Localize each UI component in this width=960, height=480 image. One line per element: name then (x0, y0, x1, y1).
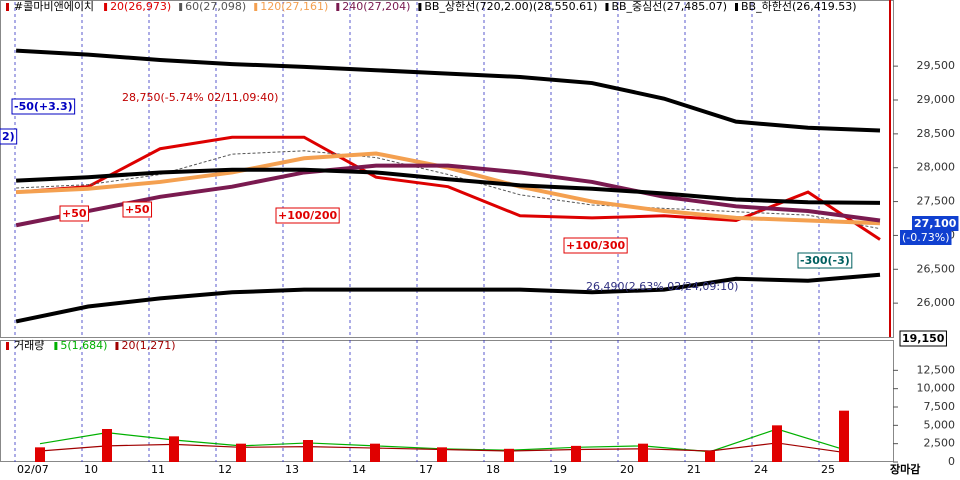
volume-bar (571, 445, 581, 462)
volume-bar (437, 447, 447, 462)
annotation: 26,490(2.63% 02/24,09:10) (586, 280, 738, 293)
legend-entry: 5(1,684) (60, 339, 107, 352)
annotation: +100/300 (566, 239, 626, 252)
legend-swatch (336, 3, 340, 11)
legend-entry: BB_하한선(26,419.53) (741, 0, 857, 13)
annotation-box (563, 237, 628, 254)
x-tick-label: 12 (218, 463, 232, 476)
annotation: +50 (125, 203, 150, 216)
legend-entry: BB_중심선(27,485.07) (611, 0, 727, 13)
series-line (16, 48, 881, 133)
annotation: (-0.73%) (902, 231, 950, 244)
volume-bar (102, 429, 112, 462)
legend-entry: 240(27,204) (342, 0, 410, 13)
volume-bar (370, 443, 380, 462)
y-tick-label: 2,500 (924, 437, 956, 450)
legend-swatch (6, 342, 9, 350)
legend-swatch (735, 3, 738, 11)
legend-swatch (6, 3, 9, 11)
volume-bar (169, 436, 179, 462)
legend-swatch (418, 3, 422, 11)
series-line (16, 151, 881, 226)
annotation: 27,100 (914, 217, 957, 230)
annotation-box (912, 216, 959, 231)
annotation: -50(+3.3) (14, 100, 73, 113)
annotation-box (0, 128, 18, 145)
legend-swatch (54, 342, 58, 350)
annotation: +50 (62, 207, 87, 220)
y-tick-label: 10,000 (917, 382, 956, 395)
annotation: +100/200 (278, 209, 338, 222)
legend-entry: 60(27,098) (185, 0, 246, 13)
series-line (16, 150, 881, 230)
x-tick-label: 18 (486, 463, 500, 476)
annotation-box (900, 230, 952, 245)
legend-title: 거래량 (14, 339, 44, 352)
legend-title: #콜마비앤에이치 (14, 0, 94, 13)
x-tick-label: 02/07 (17, 463, 49, 476)
series-line (16, 135, 881, 241)
annotation-box (275, 207, 340, 224)
y-tick-label: 7,500 (924, 400, 956, 413)
annotation: -300(-3) (800, 254, 850, 267)
annotation-box (797, 252, 853, 269)
legend-entry: 120(27,161) (260, 0, 328, 13)
x-tick-label: 14 (352, 463, 366, 476)
x-tick-label: 10 (84, 463, 98, 476)
legend-entry: 20(1,271) (121, 339, 175, 352)
y-tick-label: 27,500 (917, 195, 956, 208)
annotation: 28,750(-5.74% 02/11,09:40) (122, 91, 278, 104)
annotation-box (899, 330, 947, 347)
series-line (15, 272, 881, 324)
y-tick-label: 5,000 (924, 418, 956, 431)
x-tick-label: 20 (620, 463, 634, 476)
legend-swatch (179, 3, 183, 11)
volume-bar (35, 447, 45, 462)
y-tick-label: 26,500 (917, 262, 956, 275)
x-tick-label: 25 (821, 463, 835, 476)
annotation: 2) (2, 130, 15, 143)
y-tick-label: 29,000 (917, 93, 956, 106)
price-panel (0, 0, 894, 338)
x-tick-label: 13 (285, 463, 299, 476)
annotation: 장마감 (890, 462, 920, 476)
legend-swatch (104, 3, 108, 11)
y-tick-label: 28,000 (917, 161, 956, 174)
y-tick-label: 12,500 (917, 363, 956, 376)
y-tick-label: 29,500 (917, 59, 956, 72)
y-tick-label: 0 (948, 455, 955, 468)
volume-bar (839, 410, 849, 462)
x-tick-label: 17 (419, 463, 433, 476)
legend-entry: 20(26,973) (110, 0, 171, 13)
x-tick-label: 11 (151, 463, 165, 476)
volume-bar (772, 425, 782, 462)
volume-bar (504, 448, 514, 462)
volume-bar (236, 443, 246, 462)
series-line (15, 163, 881, 228)
y-tick-label: 26,000 (917, 296, 956, 309)
annotation-box (122, 201, 153, 218)
annotation-box (11, 98, 76, 115)
x-tick-label: 21 (687, 463, 701, 476)
series-line (16, 167, 881, 205)
volume-bar (303, 440, 313, 462)
annotation: 19,150 (902, 332, 945, 345)
volume-bar (705, 451, 715, 462)
legend-swatch (115, 342, 119, 350)
legend-swatch (254, 3, 258, 11)
legend-entry: BB_상한선(720,2.00)(28,550.61) (424, 0, 597, 13)
y-tick-label: 28,500 (917, 127, 956, 140)
x-tick-label: 24 (754, 463, 768, 476)
volume-bar (638, 443, 648, 462)
legend-swatch (605, 3, 609, 11)
annotation-box (59, 205, 90, 222)
x-tick-label: 19 (553, 463, 567, 476)
